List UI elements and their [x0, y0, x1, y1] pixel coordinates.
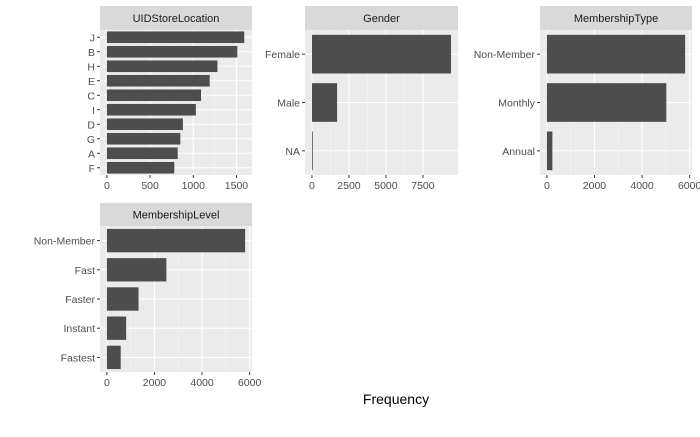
y-tick-label: Monthly [498, 98, 536, 110]
bar [106, 132, 181, 145]
bar [311, 131, 313, 171]
facet-strip [100, 6, 252, 30]
y-tick-label: A [88, 148, 95, 160]
bar [106, 60, 218, 73]
y-tick-label: H [87, 61, 95, 73]
facet-strip-title: MembershipLevel [133, 210, 220, 222]
x-tick-label: 6000 [678, 180, 700, 192]
bar [106, 258, 167, 282]
y-tick-label: I [92, 105, 95, 117]
x-tick-label: 1500 [225, 180, 249, 192]
bar [106, 31, 245, 44]
facet-panel: MembershipType Non-Member Monthly Annual 0 20… [474, 6, 700, 192]
facet-strip [305, 6, 458, 30]
y-tick-label: G [87, 134, 95, 146]
x-tick-label: 500 [141, 180, 159, 192]
y-tick-label: Non-Member [34, 236, 96, 248]
bar [311, 83, 338, 122]
y-tick-label: Male [277, 98, 300, 110]
bar [106, 287, 139, 311]
facet-strip-title: Gender [363, 13, 400, 25]
bar [106, 345, 121, 370]
x-tick-label: 4000 [630, 180, 654, 192]
facet-strip-title: UIDStoreLocation [133, 13, 220, 25]
x-tick-label: 0 [104, 180, 110, 192]
bar [106, 147, 178, 160]
bar [106, 316, 127, 340]
x-tick-label: 6000 [238, 377, 262, 389]
y-tick-label: Fastest [61, 352, 96, 364]
x-tick-label: 0 [104, 377, 110, 389]
y-tick-label: B [88, 47, 95, 59]
y-tick-label: Instant [63, 323, 95, 335]
bar [106, 74, 210, 87]
x-tick-label: 2000 [143, 377, 167, 389]
bar [106, 103, 196, 116]
bar [106, 228, 246, 253]
facet-panel: Gender Female Male NA 0 2500 5000 7500 [265, 6, 458, 192]
x-tick-label: 5000 [374, 180, 398, 192]
y-tick-label: Female [265, 49, 300, 61]
facet-strip [100, 203, 252, 226]
y-tick-label: F [89, 163, 95, 175]
bar [546, 34, 686, 74]
bar [106, 89, 202, 102]
x-axis-title: Frequency [363, 391, 429, 407]
x-tick-label: 0 [309, 180, 315, 192]
bar [546, 131, 553, 171]
x-tick-label: 0 [544, 180, 550, 192]
bar [311, 34, 452, 74]
y-tick-label: E [88, 76, 95, 88]
facet-strip-title: MembershipType [574, 13, 658, 25]
bar [106, 161, 175, 174]
bar [106, 45, 238, 58]
bar [106, 118, 183, 131]
y-tick-label: D [87, 119, 95, 131]
y-tick-label: Non-Member [474, 49, 536, 61]
y-tick-label: Faster [65, 294, 95, 306]
x-tick-label: 7500 [411, 180, 435, 192]
y-tick-label: J [90, 32, 95, 44]
y-tick-label: Fast [75, 265, 96, 277]
y-tick-label: NA [285, 146, 300, 158]
facet-strip [540, 6, 692, 30]
x-tick-label: 1000 [182, 180, 206, 192]
x-tick-label: 2000 [583, 180, 607, 192]
y-tick-label: C [87, 90, 95, 102]
facet-panel: MembershipLevel Non-Member Fast Faster Insta… [34, 203, 262, 389]
bar [546, 83, 667, 122]
y-tick-label: Annual [502, 146, 535, 158]
x-tick-label: 2500 [337, 180, 361, 192]
x-tick-label: 4000 [190, 377, 214, 389]
